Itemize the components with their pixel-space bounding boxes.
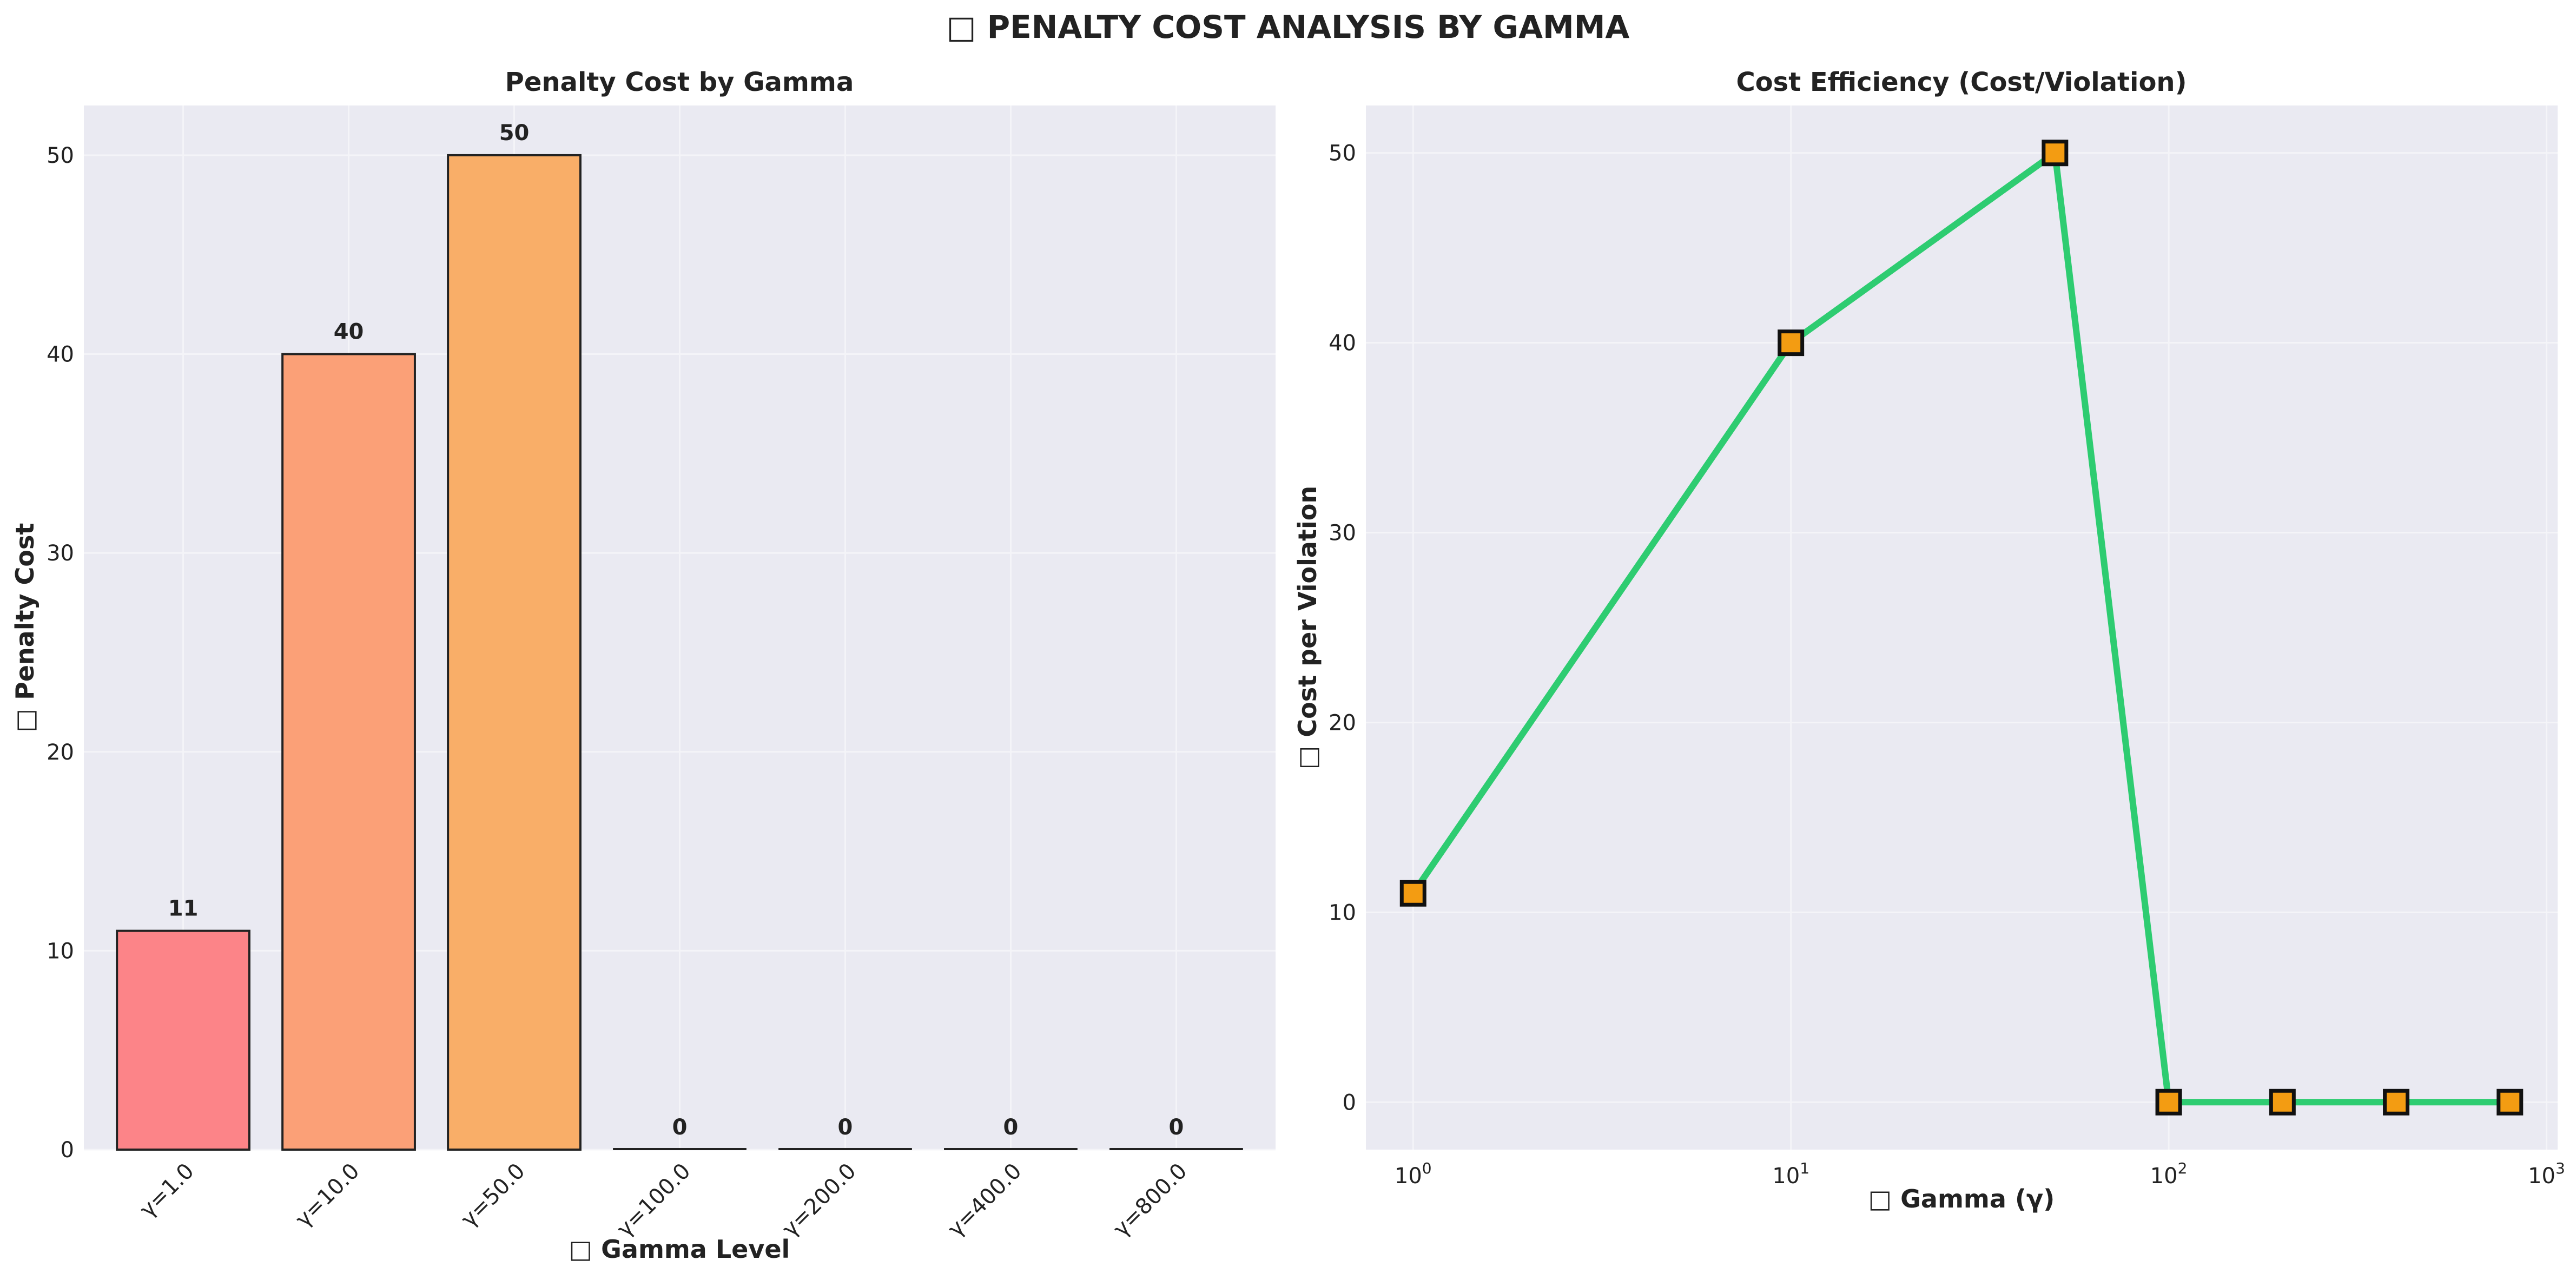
line-chart-y-axis-label: □ Cost per Violation [1293, 486, 1322, 769]
line-point-marker [2155, 1088, 2182, 1116]
line-x-tick-label: 101 [1772, 1159, 1809, 1189]
bar-chart-y-axis-label: □ Penalty Cost [10, 523, 39, 733]
line-point-marker [2383, 1088, 2410, 1116]
line-x-tick-label: 103 [2528, 1159, 2565, 1189]
bar [1109, 1148, 1243, 1150]
line-chart-y-tick-labels: 0 10 20 30 40 50 [1329, 141, 1356, 1116]
bar-y-tick-label: 20 [47, 740, 74, 765]
bar-chart-title: Penalty Cost by Gamma [505, 67, 854, 97]
line-point-marker [1399, 880, 1426, 907]
figure-title: □ PENALTY COST ANALYSIS BY GAMMA [947, 9, 1630, 45]
line-y-tick-label: 40 [1329, 331, 1356, 356]
line-y-tick-label: 20 [1329, 710, 1356, 735]
line-point-marker [2496, 1088, 2524, 1116]
line-chart-title: Cost Efficiency (Cost/Violation) [1736, 67, 2187, 97]
line-y-tick-label: 30 [1329, 521, 1356, 546]
bar [281, 353, 416, 1151]
bar-y-tick-label: 50 [47, 143, 74, 168]
line-chart-panel: 0 10 20 30 40 50 100 101 102 103 Cost Efficiency… [1293, 67, 2565, 1213]
line-y-tick-label: 10 [1329, 900, 1356, 925]
bar-data-label: 50 [499, 121, 530, 146]
bar-chart-x-axis-label: □ Gamma Level [569, 1235, 790, 1264]
bar-data-label: 0 [672, 1115, 688, 1140]
bar-data-label: 0 [838, 1115, 853, 1140]
bar-data-label: 11 [168, 896, 199, 921]
line-point-marker [2269, 1088, 2296, 1116]
bar-chart-bars [116, 154, 1243, 1151]
line-chart-x-tick-labels: 100 101 102 103 [1395, 1159, 2565, 1189]
line-chart-plot-area [1366, 105, 2558, 1150]
line-x-tick-label: 100 [1395, 1159, 1432, 1189]
bar-y-tick-label: 30 [47, 541, 74, 566]
bar-data-label: 0 [1168, 1115, 1184, 1140]
line-chart-grid [1366, 105, 2558, 1150]
line-point-marker [1778, 329, 1805, 357]
line-point-marker [2042, 140, 2069, 167]
bar [778, 1148, 912, 1150]
line-y-tick-label: 50 [1329, 141, 1356, 166]
bar-chart-data-labels: 11 40 50 0 0 0 0 [168, 121, 1184, 1140]
bar [613, 1148, 747, 1150]
bar-data-label: 40 [334, 320, 364, 345]
bar [944, 1148, 1078, 1150]
line-chart-series [1399, 140, 2524, 1116]
line-chart-x-axis-label: □ Gamma (γ) [1868, 1184, 2055, 1213]
bar-chart-y-tick-labels: 0 10 20 30 40 50 [47, 143, 74, 1163]
bar-y-tick-label: 10 [47, 939, 74, 964]
line-y-tick-label: 0 [1343, 1090, 1356, 1115]
bar-data-label: 0 [1003, 1115, 1019, 1140]
bar-y-tick-label: 0 [61, 1138, 74, 1163]
bar-y-tick-label: 40 [47, 342, 74, 367]
bar [447, 154, 582, 1151]
bar [116, 929, 250, 1151]
line-x-tick-label: 102 [2150, 1159, 2188, 1189]
